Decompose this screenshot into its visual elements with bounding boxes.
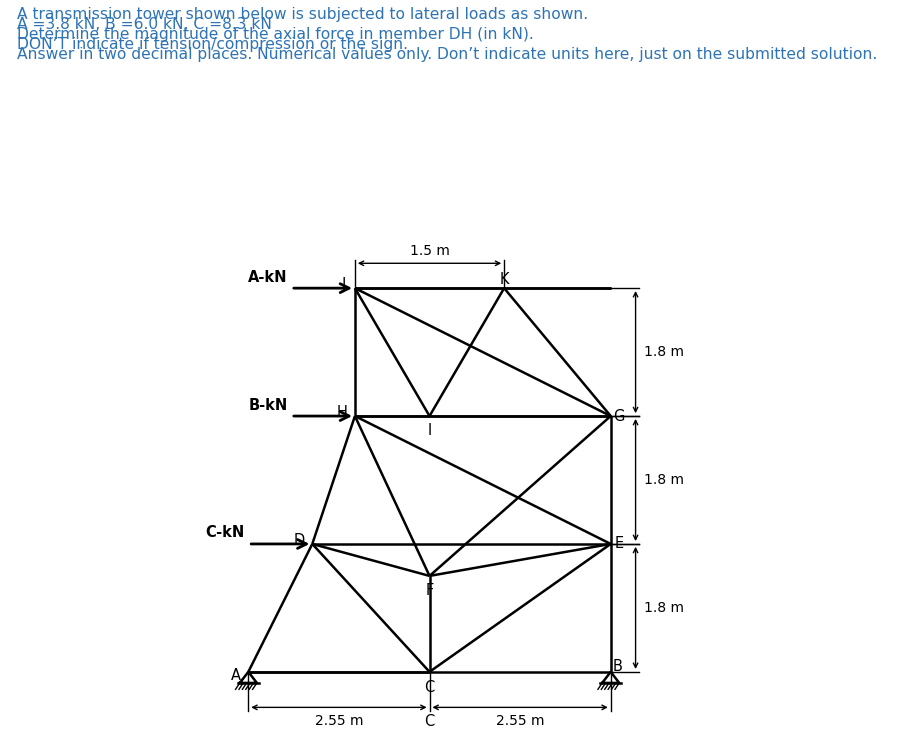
- Text: C: C: [425, 715, 435, 730]
- Text: J: J: [342, 277, 346, 292]
- Text: E: E: [615, 536, 624, 551]
- Text: B-kN: B-kN: [248, 398, 287, 412]
- Text: 1.5 m: 1.5 m: [410, 244, 450, 257]
- Text: 2.55 m: 2.55 m: [496, 715, 545, 728]
- Text: 1.8 m: 1.8 m: [644, 473, 684, 487]
- Text: I: I: [427, 423, 432, 438]
- Text: G: G: [614, 409, 625, 424]
- Text: C-kN: C-kN: [206, 526, 245, 541]
- Text: K: K: [499, 272, 509, 287]
- Text: A: A: [231, 668, 241, 683]
- Text: A-kN: A-kN: [248, 269, 287, 284]
- Text: F: F: [426, 583, 434, 598]
- Text: 2.55 m: 2.55 m: [315, 715, 363, 728]
- Text: B: B: [613, 658, 623, 674]
- Text: 1.8 m: 1.8 m: [644, 345, 684, 359]
- Text: A =3.8 kN, B =6.0 kN, C =8.3 kN: A =3.8 kN, B =6.0 kN, C =8.3 kN: [17, 16, 271, 32]
- Text: Answer in two decimal places. Numerical values only. Don’t indicate units here, : Answer in two decimal places. Numerical …: [17, 47, 877, 62]
- Text: Determine the magnitude of the axial force in member DH (in kN).: Determine the magnitude of the axial for…: [17, 27, 533, 42]
- Text: A transmission tower shown below is subjected to lateral loads as shown.: A transmission tower shown below is subj…: [17, 7, 588, 22]
- Text: D: D: [294, 533, 306, 548]
- Text: H: H: [337, 405, 348, 420]
- Text: 1.8 m: 1.8 m: [644, 601, 684, 615]
- Text: C: C: [425, 680, 435, 695]
- Text: DON’T indicate if tension/compression or the sign.: DON’T indicate if tension/compression or…: [17, 37, 408, 52]
